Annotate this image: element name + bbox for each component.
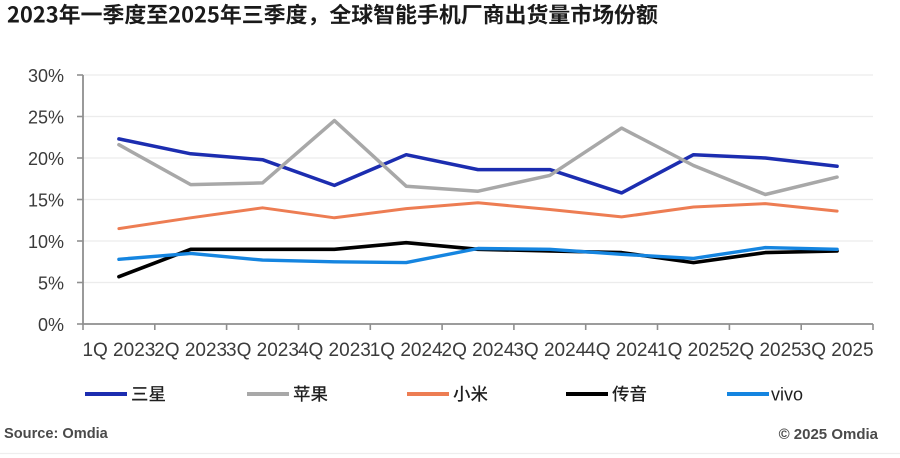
- svg-text:3Q 2023: 3Q 2023: [226, 340, 299, 361]
- svg-text:2Q 2025: 2Q 2025: [729, 340, 802, 361]
- svg-text:vivo: vivo: [771, 385, 803, 405]
- svg-text:1Q 2024: 1Q 2024: [370, 340, 443, 361]
- svg-text:2Q 2023: 2Q 2023: [154, 340, 227, 361]
- svg-text:4Q 2023: 4Q 2023: [298, 340, 371, 361]
- svg-text:20%: 20%: [28, 149, 64, 169]
- svg-text:2Q 2024: 2Q 2024: [442, 340, 515, 361]
- svg-text:15%: 15%: [28, 191, 64, 211]
- svg-text:1Q 2023: 1Q 2023: [82, 340, 155, 361]
- svg-text:3Q 2025: 3Q 2025: [801, 340, 874, 361]
- svg-text:4Q 2024: 4Q 2024: [585, 340, 658, 361]
- svg-text:© 2025 Omdia: © 2025 Omdia: [779, 426, 879, 443]
- svg-text:5%: 5%: [38, 274, 64, 294]
- svg-text:Source: Omdia: Source: Omdia: [4, 426, 109, 442]
- svg-text:10%: 10%: [28, 232, 64, 252]
- svg-text:0%: 0%: [38, 315, 64, 335]
- svg-text:1Q 2025: 1Q 2025: [657, 340, 730, 361]
- svg-text:3Q 2024: 3Q 2024: [513, 340, 586, 361]
- svg-text:30%: 30%: [28, 66, 64, 86]
- svg-text:25%: 25%: [28, 108, 64, 128]
